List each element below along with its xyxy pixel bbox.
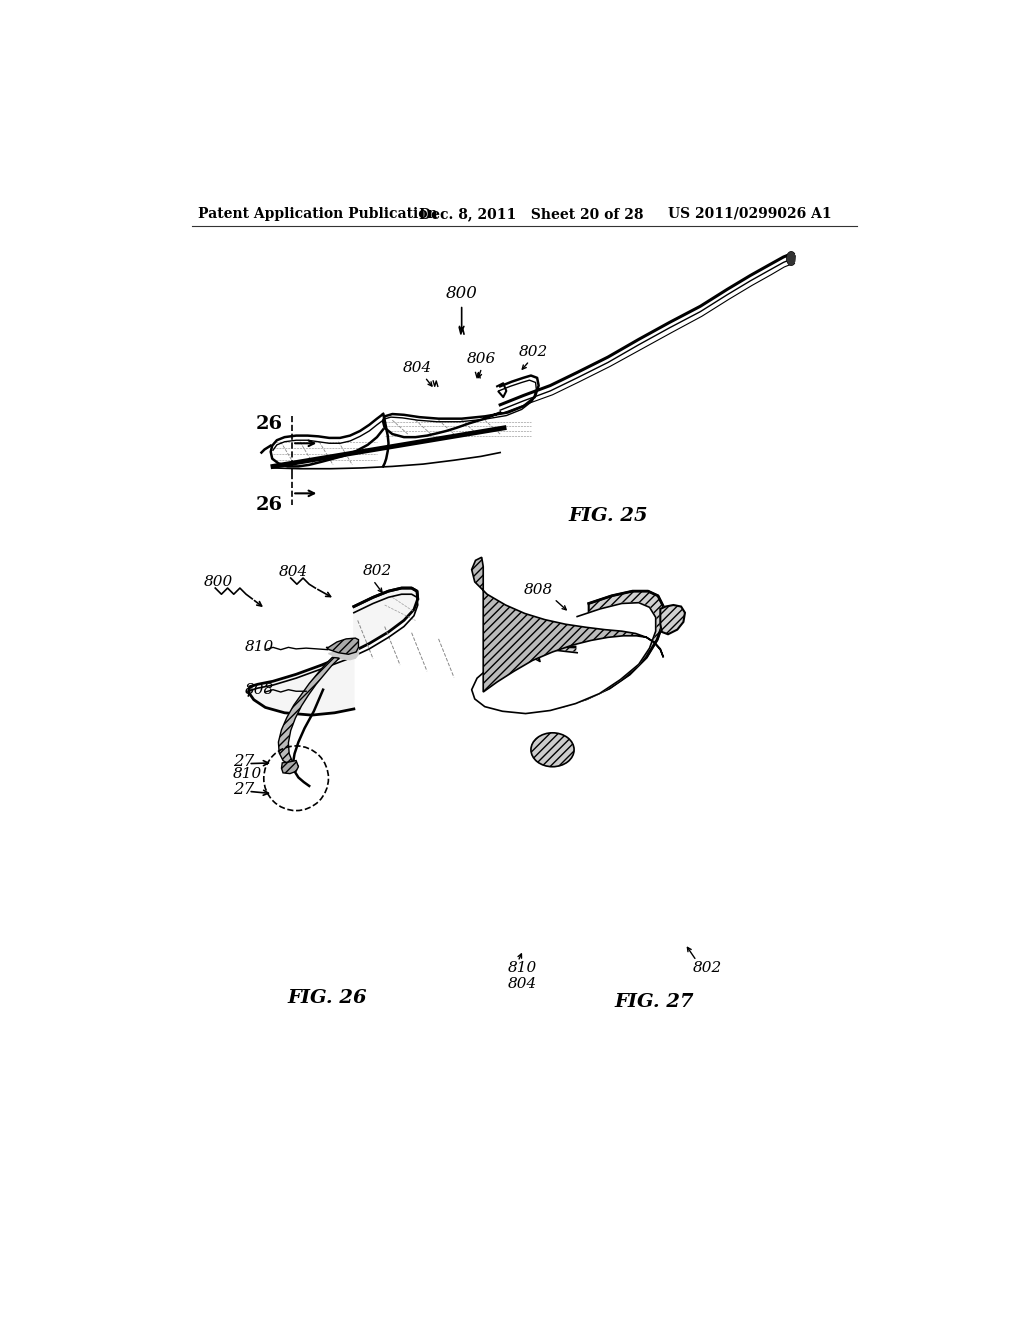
Text: 26: 26 (256, 414, 283, 433)
Polygon shape (472, 557, 664, 692)
Text: FIG. 27: FIG. 27 (614, 993, 694, 1011)
Polygon shape (279, 657, 339, 766)
Text: Dec. 8, 2011   Sheet 20 of 28: Dec. 8, 2011 Sheet 20 of 28 (419, 207, 644, 220)
Polygon shape (483, 591, 664, 710)
Text: 810: 810 (233, 767, 262, 781)
Polygon shape (472, 603, 655, 714)
Text: 804: 804 (403, 360, 432, 375)
Text: 810: 810 (245, 640, 273, 655)
Text: 802: 802 (692, 961, 722, 975)
Text: 27: 27 (233, 752, 254, 770)
Text: 800: 800 (445, 285, 477, 302)
Text: 26: 26 (256, 496, 283, 513)
Text: 806: 806 (467, 351, 497, 366)
Text: US 2011/0299026 A1: US 2011/0299026 A1 (668, 207, 831, 220)
Polygon shape (660, 605, 685, 635)
Text: 808: 808 (524, 582, 553, 597)
Polygon shape (282, 760, 298, 774)
Text: Patent Application Publication: Patent Application Publication (199, 207, 438, 220)
Text: FIG. 25: FIG. 25 (568, 507, 648, 525)
Text: FIG. 26: FIG. 26 (287, 989, 367, 1007)
Polygon shape (660, 605, 685, 635)
Polygon shape (787, 252, 795, 264)
Ellipse shape (531, 733, 574, 767)
Polygon shape (483, 591, 664, 710)
Text: 810: 810 (508, 961, 538, 975)
Text: 820: 820 (508, 638, 538, 652)
Text: 27: 27 (233, 781, 254, 799)
Polygon shape (329, 645, 358, 660)
Text: 804: 804 (508, 977, 538, 991)
Text: 800: 800 (204, 576, 233, 589)
Text: 804: 804 (279, 565, 307, 579)
Polygon shape (531, 733, 574, 767)
Text: 802: 802 (364, 564, 392, 578)
Polygon shape (326, 638, 358, 655)
Text: 802: 802 (518, 346, 548, 359)
Polygon shape (249, 589, 418, 715)
Text: 808: 808 (245, 682, 273, 697)
